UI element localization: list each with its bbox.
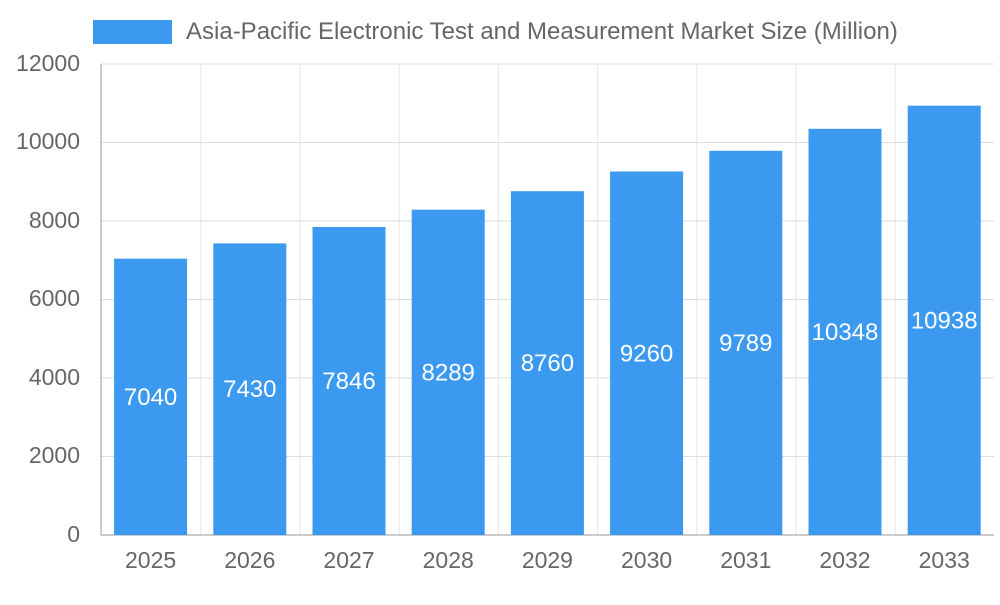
svg-text:2031: 2031 <box>720 547 771 573</box>
svg-text:2027: 2027 <box>323 547 374 573</box>
svg-text:8000: 8000 <box>29 207 80 233</box>
svg-text:9789: 9789 <box>719 330 772 357</box>
svg-text:8289: 8289 <box>422 359 475 386</box>
svg-text:10000: 10000 <box>16 128 80 154</box>
svg-text:Asia-Pacific Electronic Test a: Asia-Pacific Electronic Test and Measure… <box>186 18 898 45</box>
svg-text:7430: 7430 <box>223 376 276 403</box>
svg-text:2032: 2032 <box>819 547 870 573</box>
svg-text:7040: 7040 <box>124 384 177 411</box>
svg-text:8760: 8760 <box>521 350 574 377</box>
svg-text:2033: 2033 <box>919 547 970 573</box>
svg-text:9260: 9260 <box>620 340 673 367</box>
svg-text:4000: 4000 <box>29 364 80 390</box>
svg-text:2026: 2026 <box>224 547 275 573</box>
svg-text:10348: 10348 <box>812 319 879 346</box>
svg-text:6000: 6000 <box>29 285 80 311</box>
svg-text:2025: 2025 <box>125 547 176 573</box>
svg-text:7846: 7846 <box>322 368 375 395</box>
svg-text:12000: 12000 <box>16 50 80 76</box>
svg-text:2029: 2029 <box>522 547 573 573</box>
svg-text:0: 0 <box>67 521 80 547</box>
svg-text:2000: 2000 <box>29 442 80 468</box>
svg-text:2030: 2030 <box>621 547 672 573</box>
svg-text:2028: 2028 <box>423 547 474 573</box>
svg-text:10938: 10938 <box>911 307 978 334</box>
